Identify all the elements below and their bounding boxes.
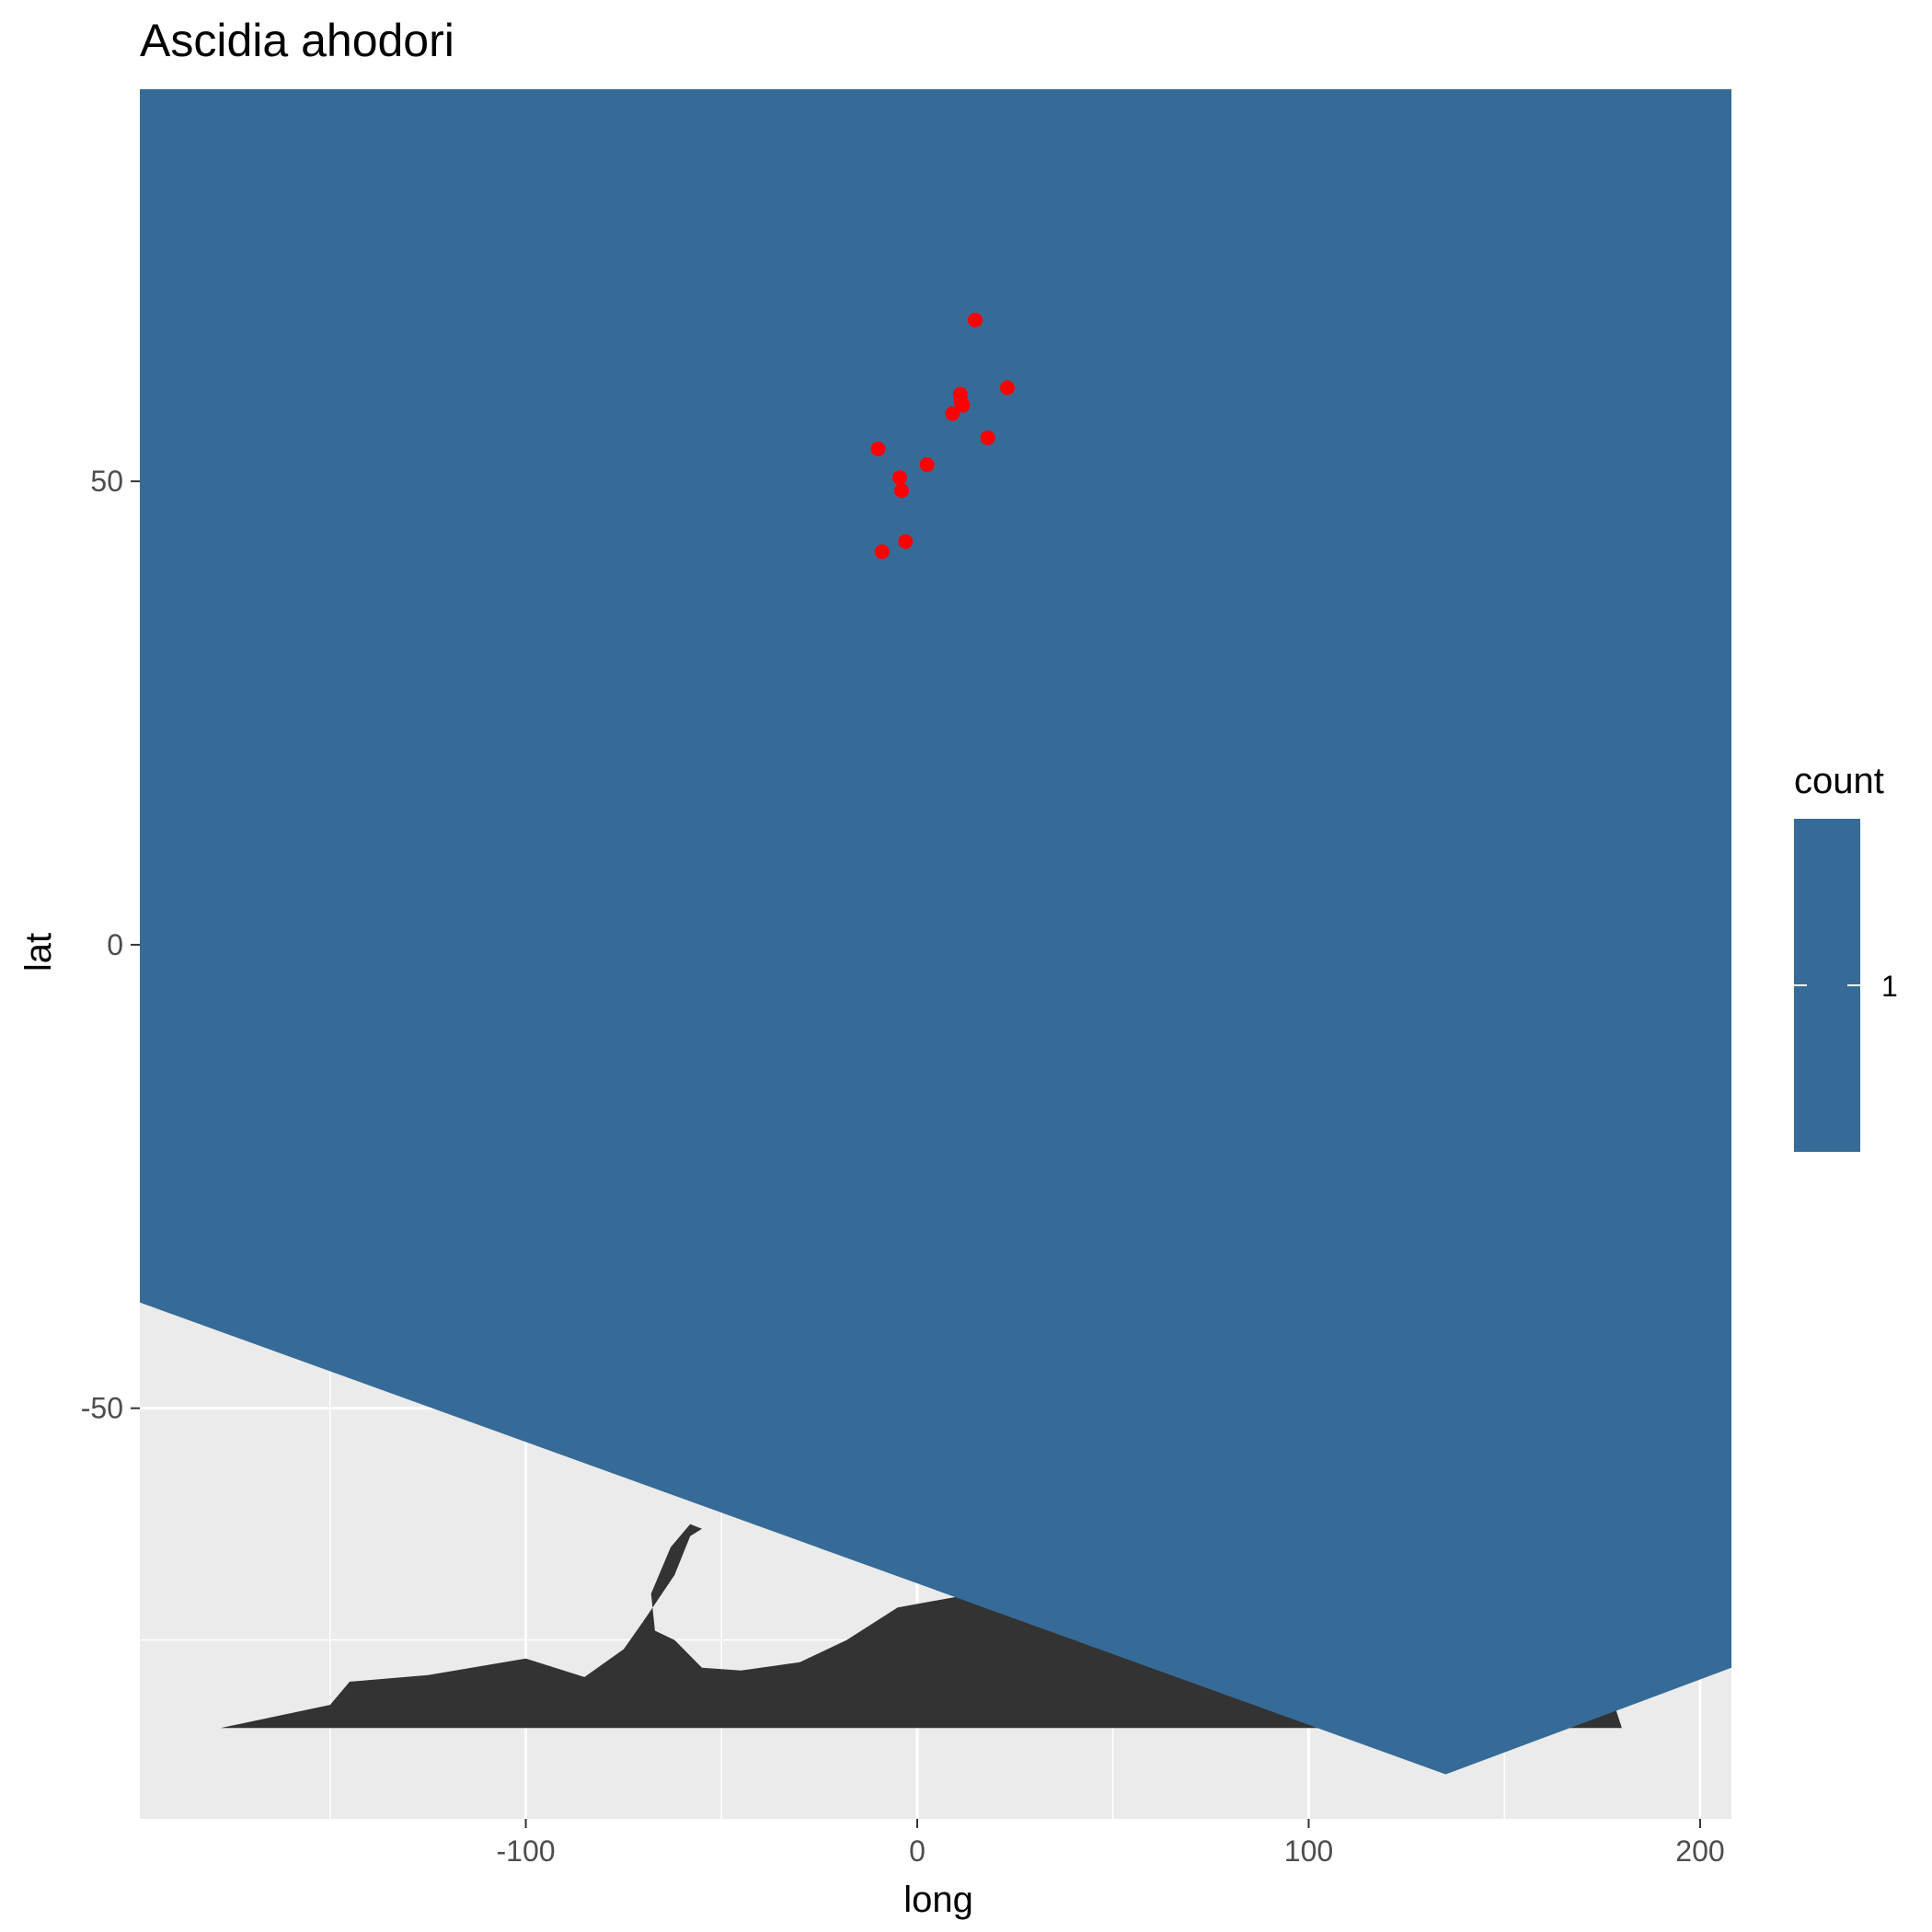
y-axis: -50 0 50 xyxy=(81,465,140,1425)
y-tick-label: -50 xyxy=(81,1392,123,1425)
plot-panel xyxy=(140,89,1731,1819)
y-axis-title: lat xyxy=(18,933,59,972)
occurrence-point xyxy=(919,457,935,473)
occurrence-point xyxy=(999,380,1015,396)
legend: count 1 xyxy=(1794,761,1898,1152)
occurrence-point xyxy=(967,312,983,328)
occurrence-point xyxy=(980,430,995,445)
y-tick-label: 0 xyxy=(107,928,123,961)
legend-title: count xyxy=(1794,761,1884,801)
x-tick-label: -100 xyxy=(496,1834,555,1868)
occurrence-point xyxy=(893,483,909,499)
x-tick-label: 200 xyxy=(1675,1834,1724,1868)
y-tick-label: 50 xyxy=(90,465,123,498)
occurrence-points xyxy=(870,312,1015,559)
occurrence-point xyxy=(898,534,914,549)
x-axis: -100 0 100 200 xyxy=(496,1819,1725,1868)
legend-label: 1 xyxy=(1881,970,1898,1003)
occurrence-point xyxy=(945,406,960,421)
ocean-polygon xyxy=(140,89,1731,1775)
x-axis-title: long xyxy=(903,1880,973,1920)
occurrence-point xyxy=(955,397,971,413)
x-tick-label: 100 xyxy=(1284,1834,1333,1868)
x-tick-label: 0 xyxy=(909,1834,926,1868)
chart-title: Ascidia ahodori xyxy=(140,15,454,66)
occurrence-point xyxy=(891,470,907,486)
occurrence-point xyxy=(870,441,886,456)
occurrence-point xyxy=(874,544,890,559)
